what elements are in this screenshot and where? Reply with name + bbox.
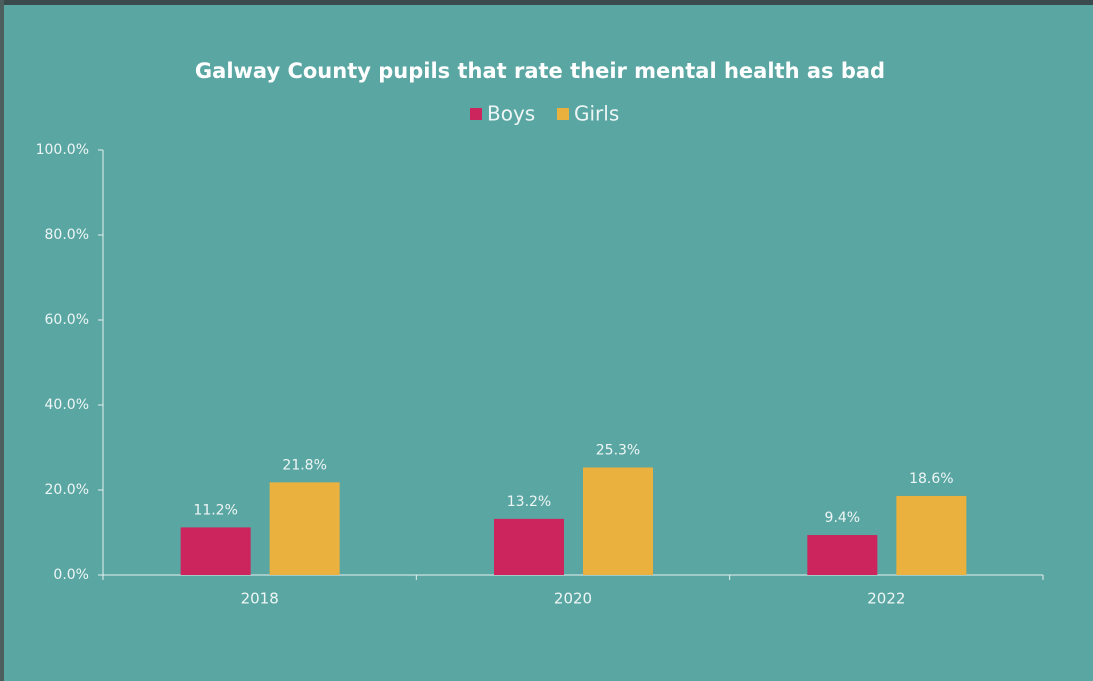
bar — [180, 527, 251, 575]
value-label: 21.8% — [282, 457, 326, 473]
value-label: 18.6% — [909, 471, 953, 487]
value-label: 11.2% — [193, 502, 237, 518]
legend-swatch — [470, 108, 482, 120]
y-tick-label: 20.0% — [45, 482, 89, 498]
value-label: 9.4% — [825, 510, 861, 526]
photo-strip — [0, 0, 4, 681]
value-label: 25.3% — [596, 442, 640, 458]
x-tick-label: 2020 — [554, 590, 592, 608]
bar — [896, 495, 967, 575]
bar — [807, 535, 878, 575]
legend-label: Girls — [574, 102, 619, 126]
legend-swatch — [557, 108, 569, 120]
x-tick-label: 2022 — [867, 590, 905, 608]
bar — [269, 482, 340, 575]
value-label: 13.2% — [507, 494, 551, 510]
bar — [583, 467, 653, 575]
y-tick-label: 100.0% — [36, 142, 89, 158]
legend-label: Boys — [487, 102, 535, 126]
y-tick-label: 0.0% — [53, 567, 89, 583]
y-tick-label: 40.0% — [45, 397, 89, 413]
chart-title: Galway County pupils that rate their men… — [195, 59, 885, 83]
y-tick-label: 80.0% — [45, 227, 89, 243]
x-tick-label: 2018 — [241, 590, 279, 608]
photo-strip — [0, 0, 1093, 5]
bar — [494, 518, 564, 575]
y-tick-label: 60.0% — [45, 312, 89, 328]
